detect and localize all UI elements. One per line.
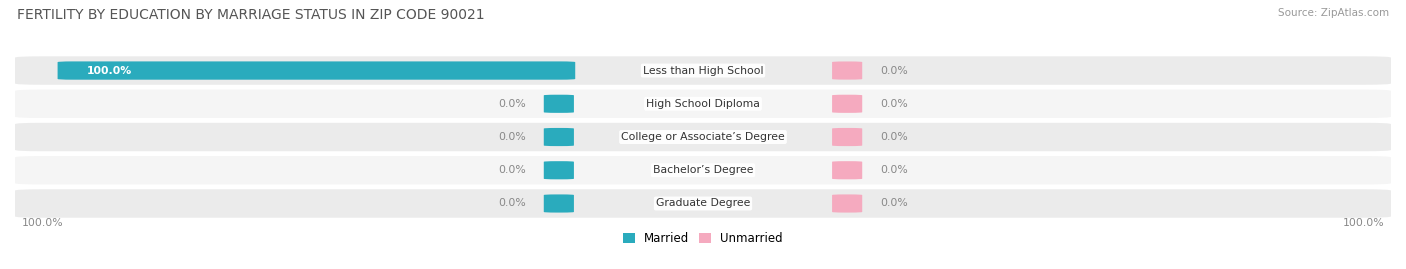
FancyBboxPatch shape: [544, 95, 574, 113]
Legend: Married, Unmarried: Married, Unmarried: [619, 227, 787, 250]
Text: 100.0%: 100.0%: [21, 218, 63, 228]
Text: Less than High School: Less than High School: [643, 66, 763, 76]
Text: 0.0%: 0.0%: [880, 66, 908, 76]
FancyBboxPatch shape: [832, 161, 862, 179]
Text: 0.0%: 0.0%: [498, 165, 526, 175]
Text: 100.0%: 100.0%: [1343, 218, 1385, 228]
Text: 100.0%: 100.0%: [87, 66, 132, 76]
Text: High School Diploma: High School Diploma: [647, 99, 759, 109]
Text: Graduate Degree: Graduate Degree: [655, 199, 751, 208]
Text: 0.0%: 0.0%: [498, 99, 526, 109]
FancyBboxPatch shape: [15, 189, 1391, 218]
Text: 0.0%: 0.0%: [880, 165, 908, 175]
FancyBboxPatch shape: [832, 95, 862, 113]
Text: Bachelor’s Degree: Bachelor’s Degree: [652, 165, 754, 175]
Text: 0.0%: 0.0%: [880, 132, 908, 142]
FancyBboxPatch shape: [832, 194, 862, 213]
FancyBboxPatch shape: [15, 90, 1391, 118]
Text: 0.0%: 0.0%: [880, 99, 908, 109]
FancyBboxPatch shape: [832, 128, 862, 146]
FancyBboxPatch shape: [58, 61, 575, 80]
FancyBboxPatch shape: [544, 194, 574, 213]
FancyBboxPatch shape: [15, 123, 1391, 151]
FancyBboxPatch shape: [15, 156, 1391, 185]
Text: 0.0%: 0.0%: [880, 199, 908, 208]
Text: 0.0%: 0.0%: [498, 132, 526, 142]
FancyBboxPatch shape: [544, 161, 574, 179]
Text: 0.0%: 0.0%: [498, 199, 526, 208]
FancyBboxPatch shape: [544, 128, 574, 146]
Text: FERTILITY BY EDUCATION BY MARRIAGE STATUS IN ZIP CODE 90021: FERTILITY BY EDUCATION BY MARRIAGE STATU…: [17, 8, 485, 22]
Text: College or Associate’s Degree: College or Associate’s Degree: [621, 132, 785, 142]
FancyBboxPatch shape: [832, 62, 862, 80]
Text: Source: ZipAtlas.com: Source: ZipAtlas.com: [1278, 8, 1389, 18]
FancyBboxPatch shape: [15, 56, 1391, 85]
